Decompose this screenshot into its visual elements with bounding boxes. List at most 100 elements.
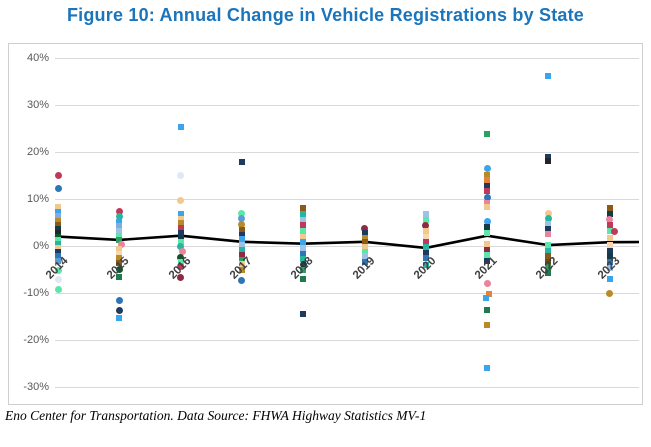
data-point bbox=[606, 264, 613, 271]
data-point bbox=[116, 259, 123, 266]
data-point bbox=[300, 267, 307, 274]
data-point bbox=[361, 224, 368, 232]
data-point bbox=[115, 266, 123, 273]
data-point bbox=[54, 267, 62, 275]
data-point bbox=[484, 188, 491, 195]
y-tick-label: 0% bbox=[33, 240, 49, 252]
data-point bbox=[238, 231, 245, 238]
data-point bbox=[422, 221, 430, 229]
data-point bbox=[606, 253, 613, 260]
data-point bbox=[611, 228, 619, 236]
data-point bbox=[115, 297, 123, 305]
data-point bbox=[177, 243, 185, 251]
data-point bbox=[606, 234, 613, 241]
data-point bbox=[238, 256, 245, 263]
data-point bbox=[545, 226, 552, 233]
data-point bbox=[115, 207, 123, 215]
data-point bbox=[422, 249, 429, 256]
gridline bbox=[55, 387, 639, 388]
y-tick-label: -30% bbox=[23, 381, 49, 393]
data-point bbox=[422, 227, 429, 234]
data-point bbox=[116, 255, 123, 262]
data-point bbox=[177, 263, 185, 271]
data-point bbox=[177, 234, 184, 241]
data-point bbox=[300, 205, 307, 212]
data-point bbox=[361, 239, 368, 246]
data-point bbox=[116, 250, 123, 257]
data-point bbox=[483, 280, 491, 288]
data-point bbox=[238, 266, 245, 273]
data-point bbox=[115, 306, 123, 314]
data-point bbox=[116, 232, 123, 239]
data-point bbox=[177, 211, 184, 218]
data-point bbox=[300, 275, 307, 282]
data-point bbox=[177, 258, 184, 265]
data-point bbox=[238, 220, 246, 228]
data-point bbox=[116, 274, 123, 281]
data-point bbox=[116, 227, 123, 234]
data-point bbox=[55, 253, 61, 260]
data-point bbox=[483, 294, 490, 301]
data-point bbox=[116, 223, 123, 230]
data-point bbox=[361, 248, 368, 255]
figure-title: Figure 10: Annual Change in Vehicle Regi… bbox=[66, 5, 585, 25]
gridline bbox=[55, 58, 639, 59]
y-tick-label: 10% bbox=[26, 193, 49, 205]
gridline bbox=[55, 199, 639, 200]
data-point bbox=[300, 216, 307, 223]
data-point bbox=[55, 222, 61, 229]
data-point bbox=[300, 233, 307, 240]
gridline bbox=[55, 293, 639, 294]
data-point bbox=[484, 365, 491, 372]
data-point bbox=[116, 237, 123, 244]
data-point bbox=[606, 275, 613, 282]
data-point bbox=[299, 261, 307, 269]
data-point bbox=[238, 251, 245, 258]
data-point bbox=[484, 204, 491, 211]
data-point bbox=[55, 203, 61, 210]
data-point bbox=[484, 321, 491, 328]
data-point bbox=[300, 222, 307, 229]
data-point bbox=[422, 216, 429, 223]
data-point bbox=[606, 211, 613, 218]
data-point bbox=[484, 177, 491, 184]
data-point bbox=[422, 233, 429, 240]
data-point bbox=[238, 158, 245, 165]
data-point bbox=[177, 171, 185, 179]
data-point bbox=[238, 236, 245, 243]
y-tick-label: 40% bbox=[26, 52, 49, 64]
data-point bbox=[116, 218, 123, 225]
data-point bbox=[177, 273, 185, 281]
data-point bbox=[300, 211, 307, 218]
gridline bbox=[55, 105, 639, 106]
data-point bbox=[177, 220, 184, 227]
data-point bbox=[238, 261, 245, 268]
data-point bbox=[177, 253, 185, 261]
data-point bbox=[238, 242, 245, 249]
data-point bbox=[545, 270, 552, 277]
data-point bbox=[606, 227, 613, 234]
data-point bbox=[545, 158, 552, 165]
data-point bbox=[483, 193, 491, 201]
data-point bbox=[422, 255, 429, 262]
data-point bbox=[177, 215, 184, 222]
data-point bbox=[238, 227, 245, 234]
data-point bbox=[300, 256, 307, 263]
data-point bbox=[544, 264, 552, 272]
y-tick-label: -10% bbox=[23, 287, 49, 299]
y-tick-label: -20% bbox=[23, 334, 49, 346]
data-point bbox=[177, 229, 184, 236]
data-point bbox=[300, 244, 307, 251]
data-point bbox=[606, 258, 613, 265]
data-point bbox=[484, 246, 491, 253]
data-point bbox=[55, 226, 61, 233]
data-point bbox=[422, 211, 429, 218]
x-axis-year-label: 2015 bbox=[105, 255, 132, 282]
data-point bbox=[484, 182, 491, 189]
data-point bbox=[484, 171, 491, 178]
data-point bbox=[177, 239, 184, 246]
data-point bbox=[55, 208, 61, 215]
data-point bbox=[544, 209, 552, 217]
data-point bbox=[545, 247, 552, 254]
data-point bbox=[177, 197, 185, 205]
